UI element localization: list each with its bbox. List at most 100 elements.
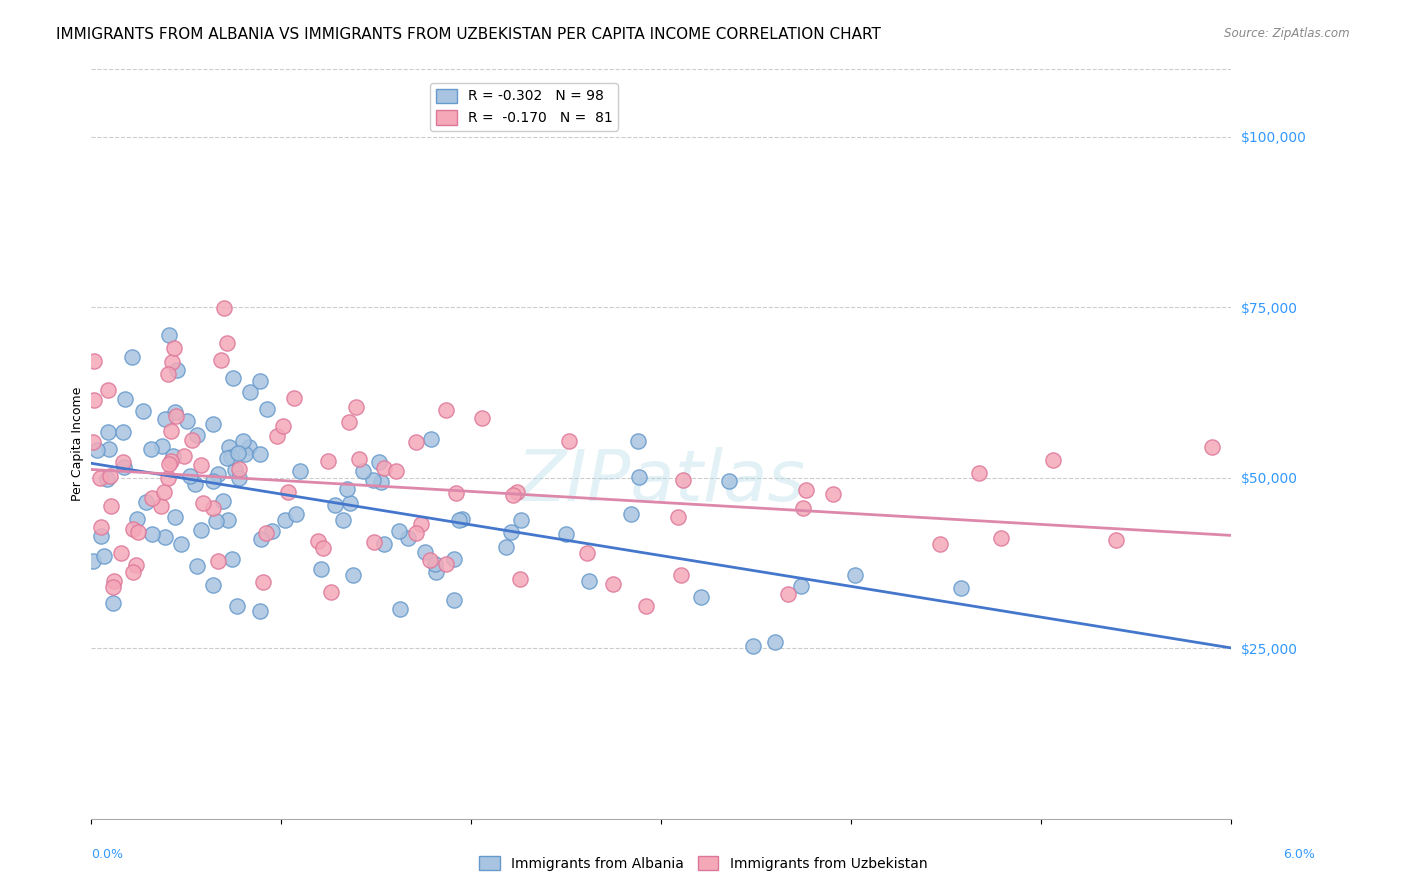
Point	[776, 587, 799, 601]
Point	[471, 411, 494, 425]
Point	[150, 500, 173, 514]
Point	[218, 441, 240, 455]
Point	[575, 546, 598, 560]
Point	[510, 513, 533, 527]
Point	[103, 574, 125, 588]
Point	[307, 534, 329, 549]
Point	[162, 449, 184, 463]
Point	[90, 520, 112, 534]
Point	[97, 425, 120, 440]
Point	[741, 639, 763, 653]
Point	[451, 512, 474, 526]
Point	[388, 601, 411, 615]
Point	[239, 384, 262, 399]
Point	[405, 434, 427, 449]
Point	[153, 484, 176, 499]
Point	[96, 472, 118, 486]
Point	[578, 574, 600, 589]
Point	[160, 355, 183, 369]
Point	[90, 529, 112, 543]
Point	[262, 524, 284, 538]
Point	[672, 473, 695, 487]
Point	[344, 400, 367, 414]
Point	[373, 460, 395, 475]
Point	[690, 590, 713, 604]
Point	[211, 494, 233, 508]
Point	[215, 450, 238, 465]
Point	[179, 469, 201, 483]
Point	[1201, 440, 1223, 454]
Point	[602, 576, 624, 591]
Point	[190, 523, 212, 537]
Point	[190, 458, 212, 472]
Point	[620, 508, 643, 522]
Point	[336, 483, 359, 497]
Point	[165, 409, 187, 423]
Point	[967, 467, 990, 481]
Point	[789, 579, 811, 593]
Point	[121, 351, 143, 365]
Point	[273, 419, 295, 434]
Point	[141, 491, 163, 506]
Point	[184, 476, 207, 491]
Point	[558, 434, 581, 448]
Text: ZIPatlas: ZIPatlas	[516, 447, 806, 516]
Point	[166, 362, 188, 376]
Point	[763, 635, 786, 649]
Point	[112, 460, 135, 475]
Point	[93, 549, 115, 563]
Point	[202, 475, 225, 489]
Point	[373, 537, 395, 551]
Point	[181, 433, 204, 447]
Point	[434, 557, 457, 571]
Point	[443, 551, 465, 566]
Point	[89, 471, 111, 485]
Point	[122, 565, 145, 579]
Point	[361, 473, 384, 487]
Point	[103, 596, 125, 610]
Point	[339, 496, 361, 510]
Point	[423, 557, 446, 571]
Point	[332, 513, 354, 527]
Point	[370, 475, 392, 489]
Text: Source: ZipAtlas.com: Source: ZipAtlas.com	[1225, 27, 1350, 40]
Point	[82, 435, 104, 450]
Point	[222, 371, 245, 385]
Point	[352, 464, 374, 478]
Point	[112, 425, 135, 439]
Point	[823, 486, 845, 500]
Point	[363, 535, 385, 549]
Point	[125, 558, 148, 572]
Point	[277, 484, 299, 499]
Point	[97, 383, 120, 397]
Point	[290, 464, 312, 478]
Point	[342, 568, 364, 582]
Point	[224, 463, 246, 477]
Point	[499, 525, 522, 540]
Point	[928, 536, 950, 550]
Text: 0.0%: 0.0%	[91, 847, 124, 861]
Point	[141, 527, 163, 541]
Point	[221, 552, 243, 566]
Point	[405, 526, 427, 541]
Point	[666, 510, 689, 524]
Point	[186, 558, 208, 573]
Legend: Immigrants from Albania, Immigrants from Uzbekistan: Immigrants from Albania, Immigrants from…	[474, 850, 932, 876]
Point	[283, 391, 305, 405]
Point	[112, 454, 135, 468]
Point	[152, 439, 174, 453]
Point	[233, 447, 256, 461]
Point	[1105, 533, 1128, 548]
Point	[396, 531, 419, 545]
Point	[249, 532, 271, 546]
Point	[249, 374, 271, 388]
Point	[252, 575, 274, 590]
Point	[506, 485, 529, 500]
Point	[100, 499, 122, 513]
Point	[444, 486, 467, 500]
Point	[232, 434, 254, 449]
Point	[201, 417, 224, 432]
Point	[153, 530, 176, 544]
Point	[228, 446, 250, 460]
Point	[425, 565, 447, 579]
